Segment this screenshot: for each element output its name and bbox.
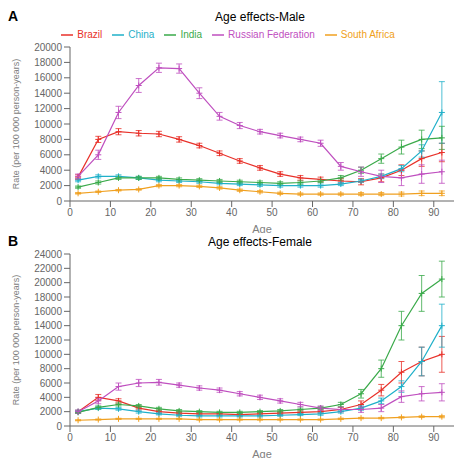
svg-text:80: 80 — [388, 207, 400, 218]
svg-text:60: 60 — [307, 432, 319, 443]
svg-text:Age: Age — [252, 448, 272, 458]
svg-text:2000: 2000 — [40, 406, 63, 417]
html-text:China: China — [128, 29, 155, 40]
svg-text:20000: 20000 — [34, 277, 62, 288]
svg-text:Rate (per 100 000 person-years: Rate (per 100 000 person-years) — [11, 275, 21, 406]
svg-text:16000: 16000 — [34, 306, 62, 317]
svg-text:70: 70 — [347, 207, 359, 218]
svg-text:90: 90 — [428, 207, 440, 218]
svg-text:10000: 10000 — [34, 349, 62, 360]
svg-text:10000: 10000 — [34, 119, 62, 130]
svg-text:14000: 14000 — [34, 88, 62, 99]
svg-text:0: 0 — [56, 196, 62, 207]
html-text:Age effects-Male: Age effects-Male — [215, 10, 305, 24]
svg-text:Age: Age — [252, 223, 272, 233]
svg-text:30: 30 — [186, 207, 198, 218]
svg-text:20: 20 — [145, 207, 157, 218]
svg-text:20: 20 — [145, 432, 157, 443]
svg-text:10: 10 — [105, 207, 117, 218]
svg-text:20000: 20000 — [34, 42, 62, 53]
svg-text:90: 90 — [428, 432, 440, 443]
svg-text:30: 30 — [186, 432, 198, 443]
html-text:India: India — [180, 29, 203, 40]
svg-text:50: 50 — [267, 207, 279, 218]
svg-text:12000: 12000 — [34, 335, 62, 346]
svg-text:16000: 16000 — [34, 72, 62, 83]
svg-text:0: 0 — [67, 207, 73, 218]
svg-text:Rate (per 100 000 person-years: Rate (per 100 000 person-years) — [11, 59, 21, 190]
svg-text:18000: 18000 — [34, 57, 62, 68]
html-text:Russian Federation: Russian Federation — [228, 29, 315, 40]
svg-text:4000: 4000 — [40, 165, 63, 176]
svg-text:10: 10 — [105, 432, 117, 443]
svg-text:18000: 18000 — [34, 292, 62, 303]
svg-text:24000: 24000 — [34, 250, 62, 260]
svg-text:12000: 12000 — [34, 103, 62, 114]
svg-text:6000: 6000 — [40, 149, 63, 160]
svg-text:0: 0 — [56, 421, 62, 432]
svg-text:0: 0 — [67, 432, 73, 443]
svg-text:22000: 22000 — [34, 263, 62, 274]
svg-text:40: 40 — [226, 207, 238, 218]
html-text:A: A — [8, 8, 19, 24]
html-text:Brazil: Brazil — [77, 29, 103, 40]
svg-text:14000: 14000 — [34, 320, 62, 331]
svg-text:80: 80 — [388, 432, 400, 443]
svg-text:60: 60 — [307, 207, 319, 218]
svg-text:4000: 4000 — [40, 392, 63, 403]
svg-text:2000: 2000 — [40, 180, 63, 191]
html-text:Age effects-Female: Age effects-Female — [208, 235, 312, 249]
svg-text:50: 50 — [267, 432, 279, 443]
svg-text:40: 40 — [226, 432, 238, 443]
svg-text:6000: 6000 — [40, 378, 63, 389]
svg-text:8000: 8000 — [40, 134, 63, 145]
svg-text:8000: 8000 — [40, 363, 63, 374]
svg-text:70: 70 — [347, 432, 359, 443]
html-text:South Africa: South Africa — [340, 29, 395, 40]
html-text:B: B — [8, 233, 19, 249]
